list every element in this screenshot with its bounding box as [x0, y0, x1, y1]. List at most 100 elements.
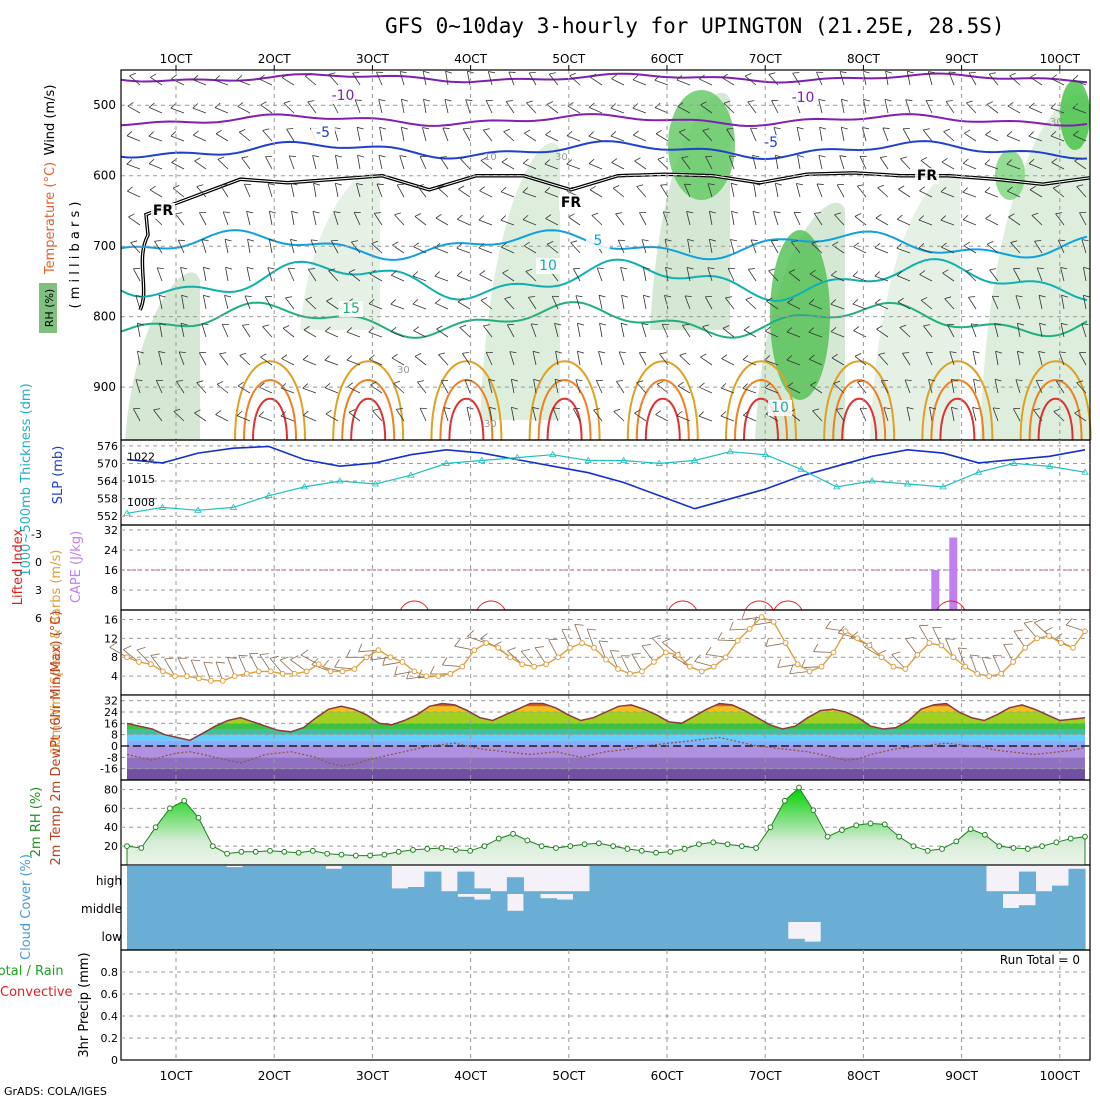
wind10m-point: [1058, 640, 1064, 646]
barb-flag: [663, 211, 670, 214]
barb-shaft: [508, 71, 515, 86]
upper-wind-barb: [1060, 267, 1068, 282]
barb-shaft: [655, 414, 669, 422]
wind10m-barb: [662, 638, 679, 656]
cape-li-marks: [399, 537, 966, 611]
barb-shaft: [676, 415, 691, 422]
barb-flag: [262, 128, 270, 131]
li-bump: [668, 600, 698, 611]
upper-wind-barb: [302, 383, 317, 394]
barb-flag: [525, 268, 533, 272]
barb-flag: [237, 102, 244, 107]
wind10m-point: [519, 661, 526, 668]
li-bump: [744, 600, 774, 611]
upper-wind-barb: [809, 269, 823, 282]
upper-wind-barb: [544, 187, 559, 198]
barb-shaft: [368, 303, 383, 310]
barb-flag: [544, 159, 551, 165]
barb-shaft: [510, 379, 515, 394]
upper-wind-barb: [437, 184, 449, 198]
upper-wind-barb: [156, 267, 164, 282]
rh2m-point: [939, 846, 945, 852]
rh2m-point: [1010, 845, 1017, 851]
barb-shaft: [721, 77, 735, 86]
contour-label-bg: [311, 125, 335, 141]
upper-wind-barb: [312, 155, 320, 170]
barb-shaft: [283, 102, 295, 114]
cloud-cell: [358, 894, 376, 922]
wind10m-point: [914, 651, 921, 658]
barb-flag: [985, 214, 992, 219]
barb-shaft: [1035, 380, 1043, 394]
barb-flag: [379, 126, 387, 130]
barb-flag: [242, 324, 250, 326]
upper-wind-barb: [302, 354, 317, 366]
barb-flag: [368, 327, 375, 333]
cloud-cell: [572, 891, 591, 894]
barb-shaft: [203, 661, 212, 681]
barb-flag: [170, 131, 177, 137]
upper-wind-barb: [620, 322, 628, 338]
barb-shaft: [874, 247, 889, 254]
barb-flag: [611, 74, 618, 80]
rh2m-point: [367, 852, 373, 859]
barb-shaft: [509, 351, 515, 366]
barb-flag: [897, 297, 904, 303]
upper-wind-barb: [334, 182, 342, 198]
barb-shaft: [122, 649, 140, 663]
upper-wind-barb: [456, 270, 471, 282]
wind10m-barb: [1023, 620, 1038, 639]
contour-label-bg: [759, 135, 783, 151]
barb-flag: [1037, 267, 1044, 270]
barb-flag: [522, 214, 529, 220]
barb-flag: [596, 379, 603, 381]
barb-shaft: [801, 666, 822, 669]
upper-wind-barb: [1078, 352, 1087, 366]
barb-shaft: [662, 641, 679, 656]
upper-wind-barb: [1076, 380, 1087, 394]
upper-wind-barb: [682, 324, 691, 338]
cloud-cell: [176, 922, 194, 950]
barb-shaft: [919, 274, 933, 282]
barb-shaft: [570, 242, 581, 254]
upper-wind-barb: [181, 294, 189, 310]
temperature-band: [127, 746, 1085, 758]
barb-flag: [414, 213, 422, 217]
upper-wind-barb: [642, 294, 650, 310]
upper-wind-barb: [1028, 102, 1043, 114]
barb-shaft: [456, 275, 471, 282]
upper-wind-barb: [335, 154, 342, 170]
barb-flag: [239, 352, 247, 356]
upper-wind-barb: [638, 352, 647, 366]
upper-wind-barb: [747, 100, 757, 114]
thickness-point: [620, 456, 628, 463]
thickness-point: [655, 459, 663, 466]
wind10m-point: [459, 663, 466, 670]
barb-flag: [731, 210, 739, 214]
upper-wind-barb: [1006, 159, 1021, 170]
barb-shaft: [884, 99, 889, 114]
upper-wind-barb: [752, 210, 760, 226]
slp-grid: [121, 440, 1090, 525]
barb-shaft: [743, 414, 757, 422]
wind10m-barb: [905, 636, 918, 656]
barb-shaft: [818, 99, 823, 114]
barb-shaft: [1076, 186, 1087, 198]
barb-flag: [683, 657, 691, 664]
isotherm-minus-10: [120, 113, 1088, 128]
upper-wind-barb: [964, 129, 977, 142]
upper-wind-barb: [984, 159, 999, 170]
cloud-cell: [506, 910, 525, 922]
upper-wind-barb: [1029, 185, 1043, 198]
barb-flag: [745, 72, 752, 77]
barb-flag: [662, 323, 669, 325]
barb-flag: [511, 378, 518, 382]
barb-flag: [808, 298, 815, 305]
upper-wind-barb: [589, 185, 603, 198]
barb-shaft: [127, 190, 141, 198]
upper-wind-barb: [819, 126, 827, 142]
barb-flag: [486, 351, 493, 353]
wind10m-point: [351, 666, 358, 672]
